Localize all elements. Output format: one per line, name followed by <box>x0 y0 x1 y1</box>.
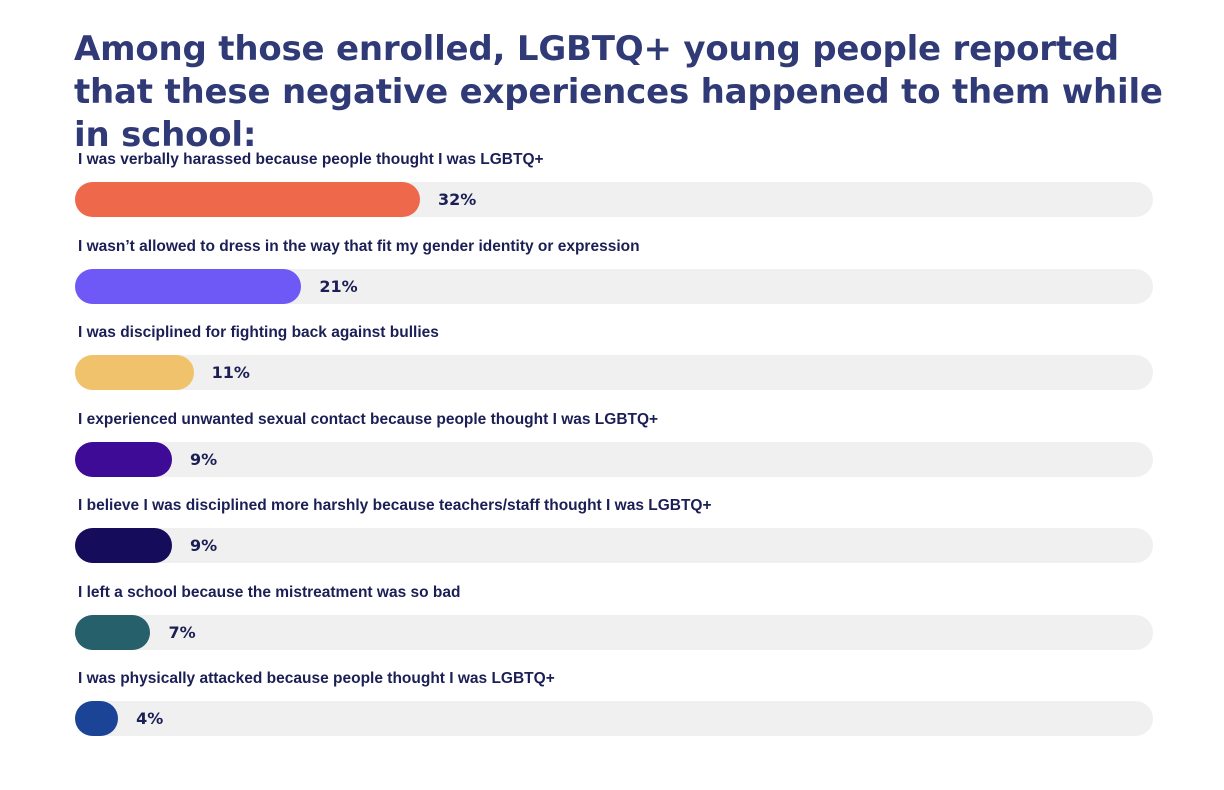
category-label: I wasn’t allowed to dress in the way tha… <box>78 237 640 255</box>
bar-track: 9% <box>75 528 1153 563</box>
bar-track: 32% <box>75 182 1153 217</box>
value-label: 4% <box>136 709 164 728</box>
bar-track: 21% <box>75 268 1153 304</box>
value-label: 9% <box>190 536 218 555</box>
value-label: 7% <box>168 622 196 642</box>
bar <box>75 355 194 390</box>
category-label: I experienced unwanted sexual contact be… <box>78 410 659 428</box>
bar <box>75 268 302 304</box>
bar-track: 4% <box>75 701 1153 736</box>
bar <box>75 182 420 217</box>
category-label: I was physically attacked because people… <box>78 670 555 687</box>
bar <box>75 614 151 650</box>
value-label: 9% <box>190 449 218 469</box>
value-label: 21% <box>319 276 358 296</box>
bar-track: 9% <box>75 441 1153 477</box>
bar <box>75 701 119 736</box>
bar-track: 11% <box>75 355 1153 390</box>
category-label: I was disciplined for fighting back agai… <box>78 324 439 341</box>
bar <box>75 528 173 563</box>
bar <box>75 441 173 477</box>
bar-track: 7% <box>75 614 1153 650</box>
value-label: 32% <box>437 190 477 209</box>
category-label: I left a school because the mistreatment… <box>78 583 461 601</box>
value-label: 11% <box>211 363 250 382</box>
chart-title: Among those enrolled, LGBTQ+ young peopl… <box>74 29 1163 155</box>
category-label: I believe I was disciplined more harshly… <box>78 497 712 514</box>
category-label: I was verbally harassed because people t… <box>78 151 544 168</box>
